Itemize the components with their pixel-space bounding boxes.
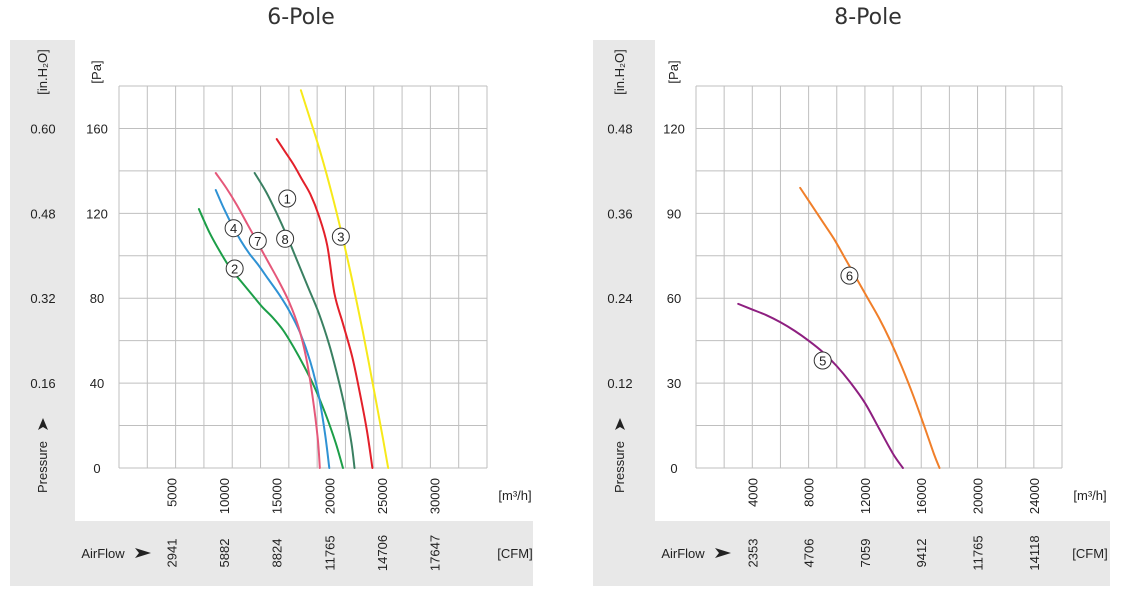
y2-tick-label: 0.16 [30,376,55,391]
y2-tick-label: 0.60 [30,121,55,136]
x-tick-label: 10000 [217,478,232,514]
pressure-label: Pressure [612,441,627,493]
x-tick-label: 20000 [322,478,337,514]
x2-tick-label: 14706 [375,535,390,571]
series-marker-label: 6 [846,269,853,284]
y2-tick-label: 0.12 [607,376,632,391]
x-tick-label: 24000 [1027,478,1042,514]
x2-unit-label: [CFM] [1072,546,1107,561]
x-unit-label: [m³/h] [498,488,531,503]
x-tick-label: 12000 [858,478,873,514]
series-marker-8: 8 [276,229,295,248]
plot-background [75,40,533,521]
series-marker-4: 4 [224,219,243,238]
y2-tick-label: 0.32 [30,291,55,306]
x-tick-label: 4000 [745,478,760,507]
series-marker-7: 7 [248,231,267,250]
grid [118,85,488,469]
y2-unit-label: [in.H₂O] [35,49,50,95]
series-marker-1: 1 [278,189,297,208]
x-tick-label: 30000 [427,478,442,514]
series-marker-label: 3 [337,230,344,245]
series-marker-3: 3 [331,227,350,246]
series-marker-5: 5 [813,351,832,370]
x2-tick-label: 5882 [217,539,232,568]
pressure-arrow-icon [38,418,48,430]
x2-unit-label: [CFM] [497,546,532,561]
y2-tick-label: 0.36 [607,206,632,221]
y2-unit-label: [in.H₂O] [612,49,627,95]
series-line-6 [799,186,941,469]
series-marker-label: 8 [282,232,289,247]
x2-tick-label: 4706 [802,539,817,568]
x-tick-label: 20000 [971,478,986,514]
chart-title: 8-Pole [834,5,902,30]
y-tick-label: 120 [86,206,108,221]
pressure-label: Pressure [35,441,50,493]
airflow-arrow-icon [135,548,151,558]
series-marker-label: 4 [230,221,237,236]
chart-panel-1: 6-Pole 0 40 0.16 80 0.32 120 0.48 160 0.60 [Pa] [in… [10,5,533,586]
x2-tick-label: 11765 [971,535,986,570]
chart-title: 6-Pole [267,5,335,30]
y-unit-label: [Pa] [666,60,681,83]
x-tick-label: 5000 [165,478,180,507]
y2-tick-label: 0.48 [30,206,55,221]
x2-tick-label: 2353 [745,539,760,568]
x-tick-label: 15000 [270,478,285,514]
y-tick-label: 160 [86,121,108,136]
x2-tick-label: 17647 [427,535,442,571]
series-marker-6: 6 [840,266,859,285]
airflow-label: AirFlow [81,546,125,561]
y-tick-label: 80 [90,291,104,306]
series-line-7 [214,172,321,469]
grid [695,85,1063,469]
series-marker-label: 7 [254,234,261,249]
y-tick-label: 90 [667,206,681,221]
pressure-arrow-icon [615,418,625,430]
y2-tick-label: 0.48 [607,121,632,136]
series-marker-label: 1 [284,191,291,206]
x-unit-label: [m³/h] [1073,488,1106,503]
y-tick-label: 0 [670,461,677,476]
plot-background [655,40,1110,521]
series-marker-2: 2 [225,259,244,278]
y-unit-label: [Pa] [89,60,104,83]
series-line-2 [197,208,344,469]
series-line-8 [253,172,356,469]
y-tick-label: 60 [667,291,681,306]
x2-tick-label: 9412 [914,539,929,568]
series-line-3 [299,89,390,469]
chart-panel-2: 8-Pole 0 30 0.12 60 0.24 90 0.36 120 0.48 [Pa] [in.… [593,5,1110,586]
x2-tick-label: 7059 [858,539,873,568]
series-marker-label: 5 [819,353,826,368]
y-tick-label: 120 [663,121,685,136]
x-tick-label: 16000 [914,478,929,514]
x2-tick-label: 11765 [322,535,337,570]
x2-tick-label: 14118 [1027,535,1042,570]
x-tick-label: 8000 [802,478,817,507]
series-line-1 [275,138,374,469]
x-tick-label: 25000 [375,478,390,514]
x2-tick-label: 8824 [270,539,285,568]
x2-tick-label: 2941 [165,539,180,568]
y2-tick-label: 0.24 [607,291,632,306]
y-tick-label: 30 [667,376,681,391]
airflow-label: AirFlow [661,546,705,561]
airflow-arrow-icon [715,548,731,558]
y-tick-label: 40 [90,376,104,391]
series-marker-label: 2 [231,262,238,277]
y-tick-label: 0 [93,461,100,476]
